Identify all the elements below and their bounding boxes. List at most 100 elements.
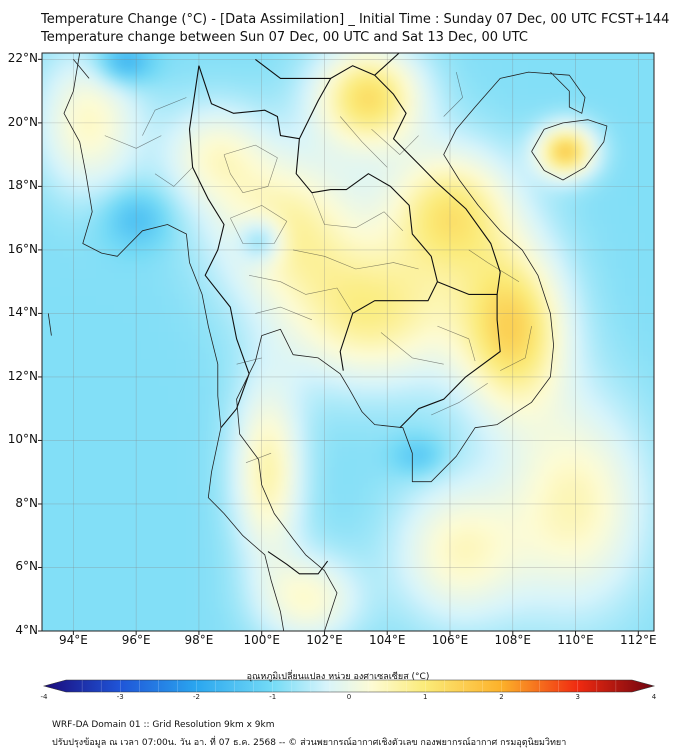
field-cell bbox=[276, 116, 286, 126]
field-cell bbox=[294, 629, 304, 631]
field-cell bbox=[285, 503, 295, 513]
field-cell bbox=[591, 521, 601, 531]
field-cell bbox=[240, 593, 250, 603]
field-cell bbox=[330, 161, 340, 171]
field-cell bbox=[294, 476, 304, 486]
field-cell bbox=[240, 179, 250, 189]
field-cell bbox=[276, 233, 286, 243]
field-cell bbox=[564, 62, 574, 72]
field-cell bbox=[267, 602, 277, 612]
field-cell bbox=[303, 512, 313, 522]
field-cell bbox=[42, 521, 52, 531]
field-cell bbox=[528, 215, 538, 225]
field-cell bbox=[204, 332, 214, 342]
field-cell bbox=[519, 557, 529, 567]
field-cell bbox=[114, 125, 124, 135]
field-cell bbox=[195, 116, 205, 126]
field-cell bbox=[195, 485, 205, 495]
field-cell bbox=[645, 314, 654, 324]
field-cell bbox=[465, 521, 475, 531]
field-cell bbox=[258, 449, 268, 459]
field-cell bbox=[573, 80, 583, 90]
field-cell bbox=[285, 404, 295, 414]
field-cell bbox=[384, 341, 394, 351]
field-cell bbox=[204, 386, 214, 396]
field-cell bbox=[519, 80, 529, 90]
field-cell bbox=[132, 278, 142, 288]
field-cell bbox=[51, 53, 61, 63]
field-cell bbox=[501, 440, 511, 450]
field-cell bbox=[357, 269, 367, 279]
field-cell bbox=[501, 89, 511, 99]
field-cell bbox=[582, 323, 592, 333]
field-cell bbox=[105, 503, 115, 513]
field-cell bbox=[366, 467, 376, 477]
field-cell bbox=[366, 305, 376, 315]
field-cell bbox=[546, 521, 556, 531]
field-cell bbox=[87, 566, 97, 576]
field-cell bbox=[645, 206, 654, 216]
field-cell bbox=[348, 503, 358, 513]
field-cell bbox=[501, 377, 511, 387]
field-cell bbox=[321, 107, 331, 117]
field-cell bbox=[546, 215, 556, 225]
field-cell bbox=[654, 539, 664, 549]
field-cell bbox=[204, 620, 214, 630]
field-cell bbox=[357, 422, 367, 432]
field-cell bbox=[591, 62, 601, 72]
field-cell bbox=[411, 125, 421, 135]
field-cell bbox=[267, 566, 277, 576]
field-cell bbox=[618, 116, 628, 126]
field-cell bbox=[78, 341, 88, 351]
field-cell bbox=[150, 593, 160, 603]
field-cell bbox=[249, 467, 259, 477]
field-cell bbox=[411, 152, 421, 162]
field-cell bbox=[222, 548, 232, 558]
field-cell bbox=[546, 548, 556, 558]
field-cell bbox=[384, 278, 394, 288]
field-cell bbox=[528, 512, 538, 522]
field-cell bbox=[78, 278, 88, 288]
field-cell bbox=[195, 224, 205, 234]
field-cell bbox=[492, 134, 502, 144]
field-cell bbox=[78, 260, 88, 270]
field-cell bbox=[267, 179, 277, 189]
field-cell bbox=[411, 602, 421, 612]
field-cell bbox=[447, 584, 457, 594]
field-cell bbox=[501, 206, 511, 216]
field-cell bbox=[105, 440, 115, 450]
field-cell bbox=[168, 314, 178, 324]
field-cell bbox=[249, 341, 259, 351]
field-cell bbox=[375, 179, 385, 189]
field-cell bbox=[465, 233, 475, 243]
field-cell bbox=[474, 467, 484, 477]
field-cell bbox=[87, 377, 97, 387]
field-cell bbox=[510, 206, 520, 216]
field-cell bbox=[312, 593, 322, 603]
field-cell bbox=[78, 503, 88, 513]
field-cell bbox=[177, 125, 187, 135]
field-cell bbox=[618, 620, 628, 630]
field-cell bbox=[591, 323, 601, 333]
field-cell bbox=[105, 242, 115, 252]
field-cell bbox=[123, 71, 133, 81]
field-cell bbox=[105, 197, 115, 207]
field-cell bbox=[420, 314, 430, 324]
field-cell bbox=[510, 107, 520, 117]
field-cell bbox=[357, 206, 367, 216]
field-cell bbox=[312, 395, 322, 405]
field-cell bbox=[519, 197, 529, 207]
field-cell bbox=[132, 251, 142, 261]
field-cell bbox=[582, 512, 592, 522]
field-cell bbox=[447, 143, 457, 153]
field-cell bbox=[114, 143, 124, 153]
field-cell bbox=[627, 350, 637, 360]
field-cell bbox=[438, 152, 448, 162]
field-cell bbox=[213, 332, 223, 342]
field-cell bbox=[609, 134, 619, 144]
field-cell bbox=[384, 269, 394, 279]
field-cell bbox=[357, 314, 367, 324]
field-cell bbox=[258, 71, 268, 81]
field-cell bbox=[591, 485, 601, 495]
field-cell bbox=[492, 224, 502, 234]
